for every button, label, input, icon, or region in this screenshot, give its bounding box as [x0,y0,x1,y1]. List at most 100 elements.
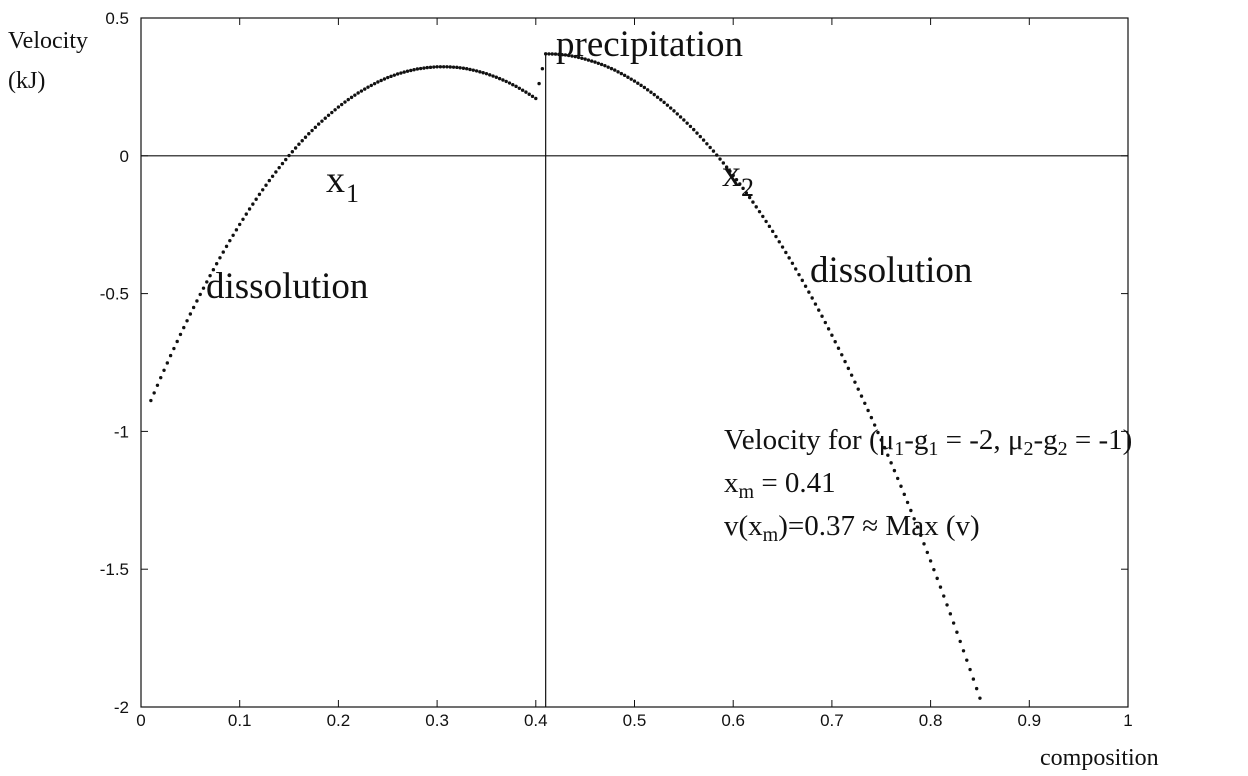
data-point [616,70,620,74]
y-tick-label: 0 [120,147,129,166]
data-point [846,366,851,371]
data-point [718,157,722,161]
data-point [734,177,739,182]
data-point [264,183,268,187]
data-point [636,81,640,85]
x-tick-label: 1 [1123,711,1132,730]
data-point [909,508,913,513]
data-point [668,106,673,110]
data-point [622,73,627,78]
data-point [537,81,541,86]
data-point [826,327,831,331]
data-point [642,85,647,90]
data-point [165,361,170,365]
data-point [872,423,877,427]
data-point [372,81,377,86]
data-point [738,182,742,186]
data-point [501,78,505,82]
data-point [524,90,528,94]
data-point [593,60,597,64]
data-point [603,63,607,68]
data-point [863,401,867,405]
data-point [882,445,887,450]
data-point [794,267,798,271]
data-point [428,65,433,70]
data-point [228,238,232,243]
x1-base: x [326,159,345,201]
y-axis-title-line2: (kJ) [8,68,45,94]
note-line1-sub2: 1 [928,438,938,460]
parameter-note: Velocity for (μ1-g1 = -2, μ2-g2 = -1) xm… [724,424,1132,546]
data-point [731,173,735,178]
annotation-dissolution-right: dissolution [810,250,972,291]
data-point [175,339,179,344]
data-point [645,88,650,92]
data-point [293,146,298,150]
data-point [583,57,587,61]
data-point [560,52,564,57]
data-point [491,74,495,78]
data-point [741,186,745,191]
note-line1-mid3: -g [1033,424,1057,456]
data-point [797,272,801,277]
data-point [567,53,571,58]
data-point [478,70,482,74]
data-point [326,113,331,117]
data-point [958,639,962,644]
data-point [655,95,660,99]
data-point [787,256,791,260]
data-point [550,52,554,56]
data-point [800,278,804,283]
data-point [886,453,890,457]
data-point [764,219,768,224]
y-tick-label: -0.5 [100,285,129,304]
data-point [813,302,818,306]
data-point [978,696,982,700]
data-point [418,66,423,71]
note-line3-sub: m [763,524,779,546]
data-point [780,245,785,249]
x-axis-title: composition [1040,745,1159,771]
data-point [590,59,594,63]
data-point [346,97,350,102]
data-point [461,66,466,70]
data-point [432,65,436,69]
data-point [300,139,304,143]
data-point [823,320,828,325]
data-point [155,383,160,387]
data-point [376,80,380,84]
data-point [810,296,814,300]
data-point [553,52,558,56]
data-point [455,65,459,70]
data-point [817,308,821,312]
x-tick-label: 0.8 [919,711,943,730]
data-point [389,74,393,79]
data-point [619,71,624,76]
data-point [488,73,492,77]
data-point [310,128,314,133]
data-point [386,75,390,80]
data-point [320,119,324,123]
data-point [343,100,347,104]
data-point [244,212,248,216]
data-point [224,244,229,249]
data-point [912,517,916,521]
data-point [251,202,255,206]
data-point [484,71,489,76]
data-point [290,150,295,154]
data-point [606,65,610,69]
data-point [458,66,462,70]
data-point [692,127,696,132]
data-point [201,286,206,290]
note-line1-sub4: 2 [1058,438,1068,460]
data-point [849,373,854,377]
data-point [382,77,387,81]
data-point [675,112,679,116]
x-tick-label: 0.4 [524,711,548,730]
data-point [905,500,910,505]
data-point [820,314,824,318]
data-point [925,550,930,555]
data-point [168,353,173,358]
data-point [234,228,239,232]
data-point [563,53,568,57]
